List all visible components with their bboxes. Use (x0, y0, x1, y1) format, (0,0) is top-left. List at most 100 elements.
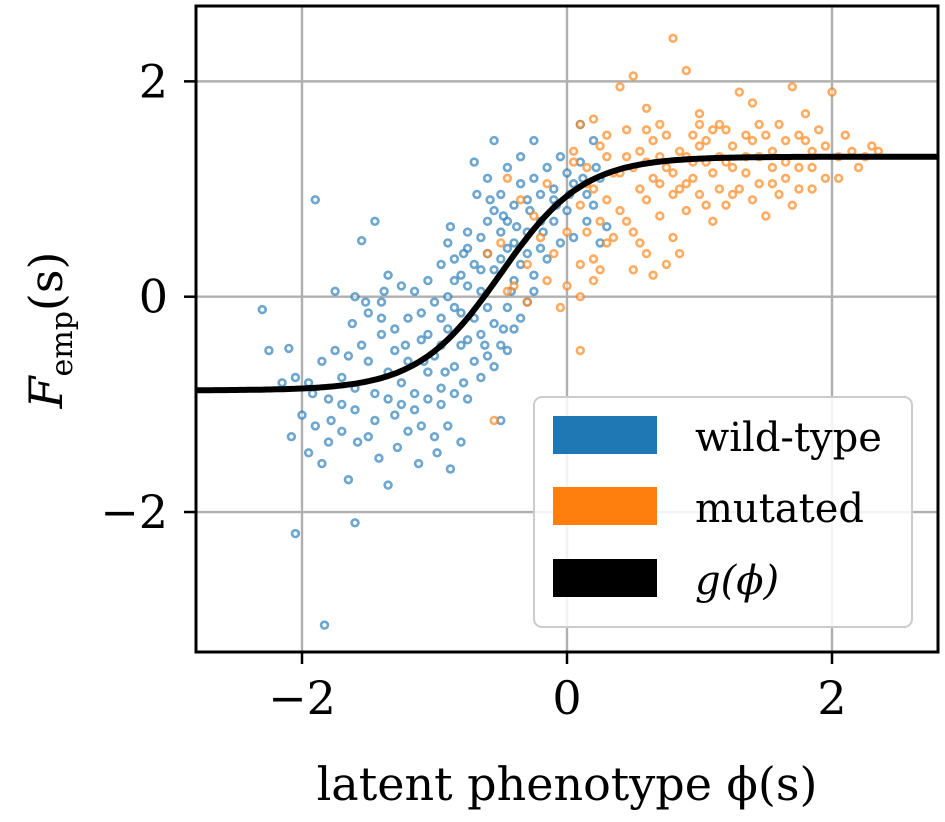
point-mutated-78 (621, 125, 632, 135)
point-mutated-29 (727, 141, 738, 151)
point-wild-type-181 (472, 189, 482, 200)
point-wild-type-131 (515, 313, 526, 323)
point-mutated-131 (873, 146, 884, 157)
point-wild-type-25 (429, 432, 440, 442)
point-mutated-98 (635, 238, 645, 248)
point-wild-type-154 (277, 378, 287, 388)
point-wild-type-119 (588, 200, 599, 210)
point-mutated-48 (721, 200, 731, 210)
point-wild-type-63 (443, 292, 453, 302)
point-wild-type-146 (582, 216, 592, 227)
point-mutated-11 (641, 103, 652, 114)
point-wild-type-128 (476, 372, 486, 383)
point-wild-type-56 (409, 405, 420, 415)
point-wild-type-157 (326, 415, 336, 426)
point-mutated-33 (674, 146, 685, 157)
point-mutated-89 (767, 146, 778, 157)
point-mutated-70 (575, 292, 585, 302)
point-wild-type-105 (502, 162, 513, 173)
point-wild-type-108 (469, 157, 479, 167)
point-mutated-32 (688, 173, 698, 184)
point-wild-type-65 (456, 308, 466, 318)
point-mutated-134 (708, 125, 718, 135)
point-wild-type-91 (423, 275, 433, 286)
point-wild-type-118 (582, 189, 592, 200)
y-axis-label-subscript: emp (45, 311, 80, 376)
point-wild-type-86 (502, 302, 513, 313)
point-wild-type-161 (413, 458, 424, 469)
point-wild-type-101 (529, 173, 539, 184)
point-mutated-107 (595, 265, 605, 275)
point-wild-type-120 (555, 152, 566, 162)
point-mutated-36 (635, 184, 645, 194)
point-mutated-37 (621, 152, 632, 162)
point-mutated-101 (529, 211, 539, 221)
point-mutated-94 (833, 173, 844, 184)
point-wild-type-150 (423, 329, 433, 340)
x-axis-label: latent phenotype ϕ(s) (317, 757, 818, 811)
point-wild-type-90 (409, 286, 420, 296)
point-mutated-14 (721, 125, 731, 135)
point-wild-type-163 (445, 464, 456, 474)
point-mutated-65 (535, 232, 546, 243)
point-wild-type-80 (462, 335, 473, 345)
point-wild-type-18 (297, 410, 307, 420)
point-wild-type-94 (390, 324, 400, 334)
point-wild-type-78 (489, 265, 499, 275)
point-mutated-111 (727, 189, 738, 200)
point-wild-type-76 (476, 232, 486, 243)
point-mutated-77 (575, 200, 585, 210)
point-mutated-119 (668, 168, 678, 178)
point-wild-type-12 (323, 437, 334, 447)
point-mutated-44 (668, 232, 678, 243)
point-wild-type-152 (476, 265, 486, 275)
legend-label-curve: g(ϕ) (695, 558, 779, 604)
sigmoid-curve (196, 153, 938, 394)
point-mutated-63 (562, 227, 572, 237)
point-mutated-45 (681, 205, 691, 216)
point-mutated-129 (681, 179, 691, 189)
point-wild-type-95 (489, 205, 499, 216)
point-mutated-121 (694, 141, 705, 151)
x-tick-label-2: 2 (817, 671, 846, 725)
point-wild-type-93 (376, 313, 387, 323)
point-mutated-16 (774, 119, 784, 130)
point-wild-type-127 (568, 232, 579, 243)
point-wild-type-124 (529, 270, 539, 280)
point-mutated-49 (734, 184, 744, 194)
point-wild-type-61 (416, 308, 426, 318)
point-mutated-136 (482, 248, 493, 259)
point-wild-type-30 (330, 345, 340, 356)
point-mutated-43 (655, 211, 665, 221)
point-wild-type-81 (469, 356, 479, 366)
point-wild-type-10 (303, 448, 314, 458)
grid (196, 6, 938, 652)
point-wild-type-14 (383, 480, 393, 490)
point-mutated-64 (549, 248, 559, 259)
point-mutated-138 (522, 297, 532, 307)
point-wild-type-70 (436, 259, 446, 270)
point-wild-type-40 (396, 378, 407, 388)
point-mutated-39 (595, 141, 605, 151)
point-mutated-56 (661, 259, 672, 270)
point-mutated-88 (754, 119, 764, 130)
point-wild-type-83 (482, 351, 493, 361)
point-wild-type-98 (509, 200, 519, 210)
point-mutated-109 (701, 200, 711, 210)
y-axis-label: Femp(s) (19, 252, 80, 410)
point-mutated-51 (761, 211, 771, 221)
point-wild-type-140 (496, 254, 506, 264)
point-mutated-53 (787, 200, 797, 210)
point-wild-type-6 (257, 304, 267, 315)
scatter-points (257, 33, 884, 630)
point-mutated-75 (602, 195, 612, 205)
point-mutated-95 (847, 146, 857, 157)
legend: wild-type mutated g(ϕ) (533, 396, 913, 628)
point-wild-type-148 (449, 302, 460, 313)
point-mutated-96 (608, 232, 619, 243)
y-axis-label-main: F (19, 374, 73, 409)
point-mutated-115 (780, 173, 791, 184)
point-mutated-133 (761, 130, 771, 140)
point-mutated-137 (502, 286, 513, 296)
